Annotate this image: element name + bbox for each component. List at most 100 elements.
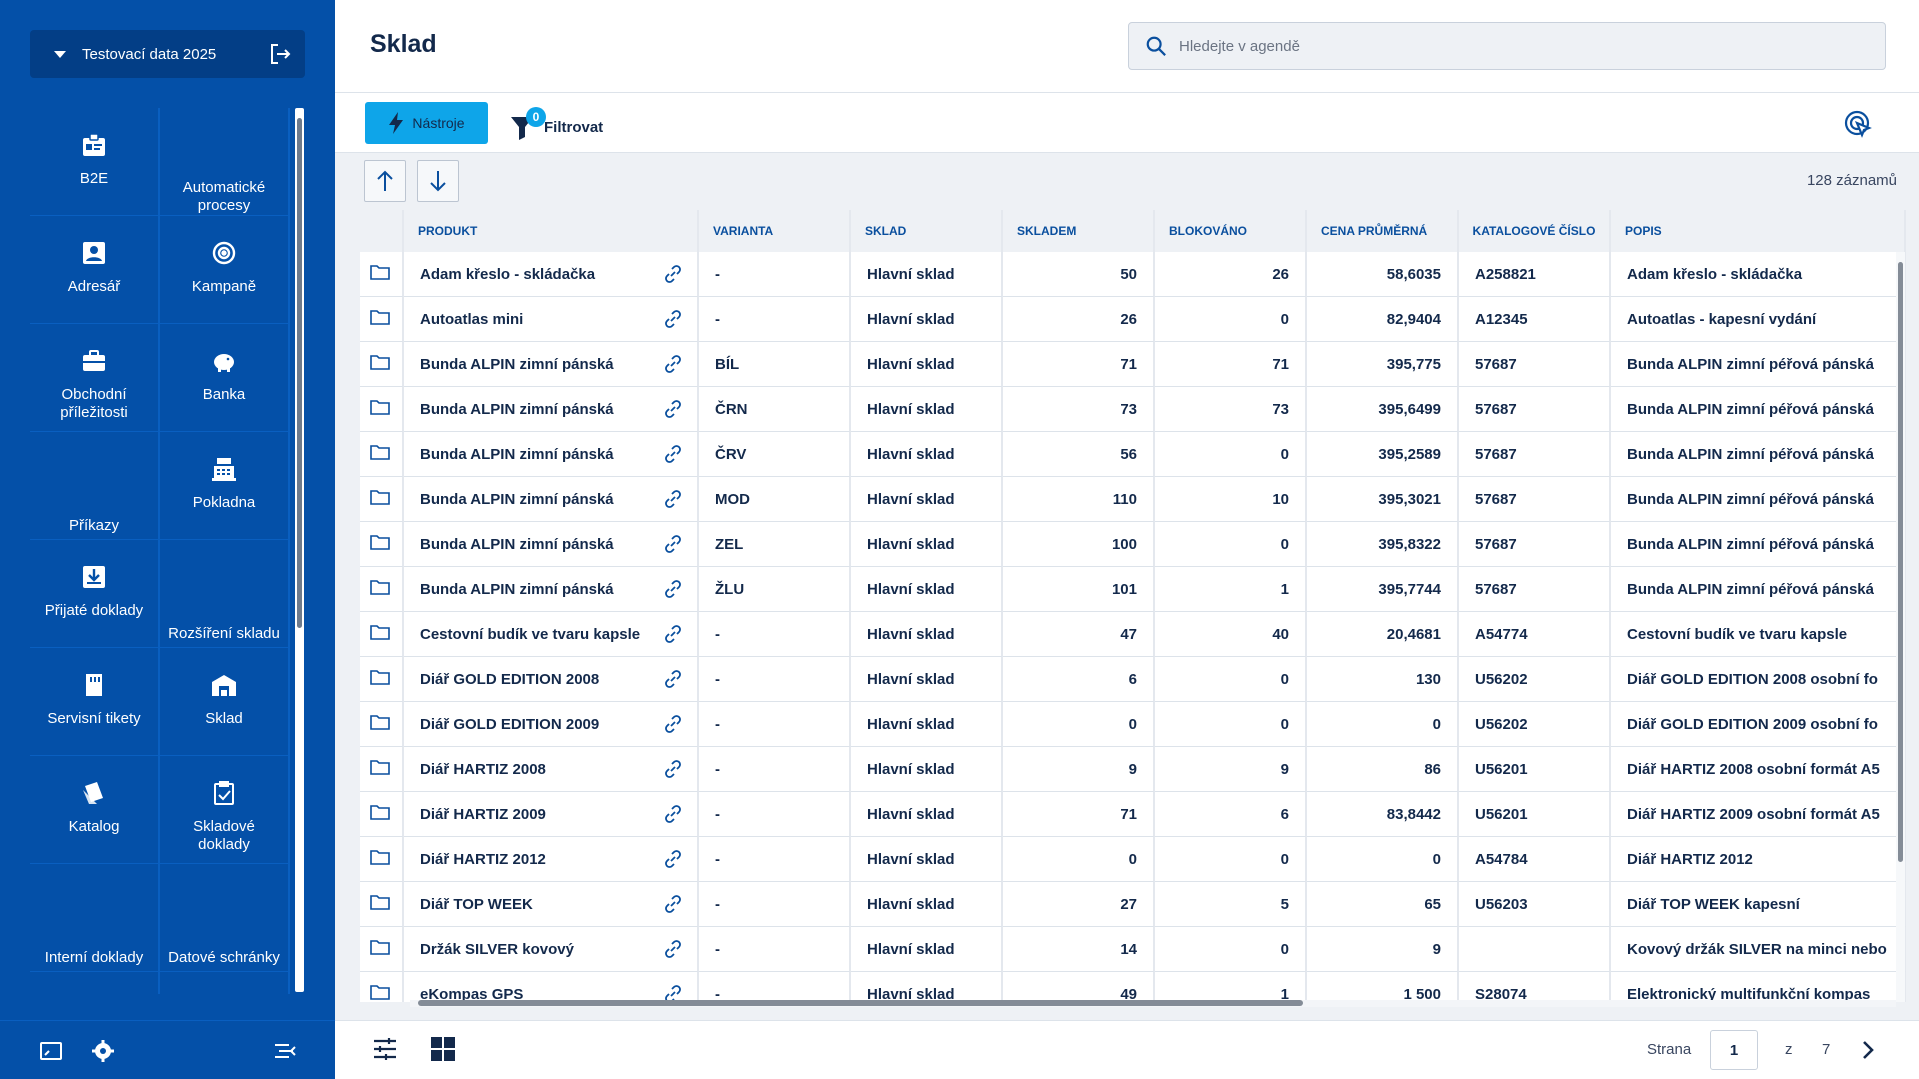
- row-folder-cell[interactable]: [360, 477, 404, 522]
- row-folder-cell[interactable]: [360, 387, 404, 432]
- sidebar-tile[interactable]: Přijaté doklady: [30, 540, 158, 647]
- tools-button[interactable]: Nástroje: [365, 102, 488, 144]
- table-row[interactable]: Autoatlas mini - Hlavní sklad 26 0 82,9404 A12…: [360, 297, 1906, 342]
- sidebar-tile[interactable]: Datové schránky: [160, 864, 288, 971]
- sidebar-tile[interactable]: Adresář: [30, 216, 158, 323]
- sidebar-tile[interactable]: B2E: [30, 108, 158, 215]
- sidebar-tile[interactable]: Sklad: [160, 648, 288, 755]
- link-icon[interactable]: [663, 534, 683, 554]
- link-icon[interactable]: [663, 264, 683, 284]
- link-icon[interactable]: [663, 894, 683, 914]
- table-row[interactable]: Diář HARTIZ 2008- Hlavní sklad 9 9 86 U56201 D…: [360, 747, 1906, 792]
- row-folder-cell[interactable]: [360, 702, 404, 747]
- collapse-menu-icon[interactable]: [272, 1039, 298, 1063]
- sidebar-tile[interactable]: Rozšíření skladu: [160, 540, 288, 647]
- cell-skladem: 47: [1003, 612, 1155, 657]
- link-icon[interactable]: [663, 804, 683, 824]
- row-folder-cell[interactable]: [360, 882, 404, 927]
- organization-selector[interactable]: Testovací data 2025: [30, 30, 305, 78]
- column-header-varianta[interactable]: VARIANTA: [699, 210, 851, 252]
- table-row[interactable]: Diář HARTIZ 2009 - Hlavní sklad 71 6 83,8442 U…: [360, 792, 1906, 837]
- sidebar-tile[interactable]: Kampaně: [160, 216, 288, 323]
- filter-button[interactable]: 0 Filtrovat: [510, 100, 603, 146]
- chevron-right-icon[interactable]: [1858, 1038, 1880, 1062]
- column-header-cena-prumerna[interactable]: CENA PRŮMĚRNÁ: [1307, 210, 1459, 252]
- sidebar-scrollbar-thumb[interactable]: [297, 118, 302, 628]
- row-folder-cell[interactable]: [360, 252, 404, 297]
- link-icon[interactable]: [663, 489, 683, 509]
- row-folder-cell[interactable]: [360, 657, 404, 702]
- column-header-blokovano[interactable]: BLOKOVÁNO: [1155, 210, 1307, 252]
- sidebar-tile[interactable]: Obchodní příležitosti: [30, 324, 158, 431]
- link-icon[interactable]: [663, 309, 683, 329]
- row-folder-cell[interactable]: [360, 972, 404, 1002]
- link-icon[interactable]: [663, 354, 683, 374]
- row-folder-cell[interactable]: [360, 432, 404, 477]
- sidebar-tile[interactable]: Skladové doklady: [160, 756, 288, 863]
- row-folder-cell[interactable]: [360, 837, 404, 882]
- grid-view-icon[interactable]: [430, 1036, 458, 1064]
- window-icon[interactable]: [38, 1039, 64, 1063]
- table-row[interactable]: eKompas GPS - Hlavní sklad 49 1 1 500 S28074 El…: [360, 972, 1906, 1002]
- search-box[interactable]: [1128, 22, 1886, 70]
- column-header-produkt[interactable]: PRODUKT: [404, 210, 699, 252]
- table-row[interactable]: Diář GOLD EDITION 2009- Hlavní sklad 0 0 0 U5…: [360, 702, 1906, 747]
- search-input[interactable]: [1179, 37, 1885, 55]
- sort-ascending-button[interactable]: [364, 160, 406, 202]
- table-row[interactable]: Bunda ALPIN zimní pánská BÍL Hlavní sklad 7…: [360, 342, 1906, 387]
- row-folder-cell[interactable]: [360, 747, 404, 792]
- table-horizontal-scrollbar-thumb[interactable]: [418, 1000, 1303, 1006]
- page-number-input[interactable]: 1: [1710, 1030, 1758, 1070]
- table-vertical-scrollbar-thumb[interactable]: [1898, 262, 1903, 862]
- sidebar-tile[interactable]: Pokladna: [160, 432, 288, 539]
- column-header-skladem[interactable]: SKLADEM: [1003, 210, 1155, 252]
- column-header-sklad[interactable]: SKLAD: [851, 210, 1003, 252]
- table-row[interactable]: Bunda ALPIN zimní pánská MOD Hlavní sklad 1…: [360, 477, 1906, 522]
- table-row[interactable]: Diář HARTIZ 2012- Hlavní sklad 0 0 0 A54784 Di…: [360, 837, 1906, 882]
- sort-descending-button[interactable]: [417, 160, 459, 202]
- link-icon[interactable]: [663, 714, 683, 734]
- sidebar-tile[interactable]: Příkazy: [30, 432, 158, 539]
- sidebar-tile[interactable]: Katalog: [30, 756, 158, 863]
- link-icon[interactable]: [663, 669, 683, 689]
- link-icon[interactable]: [663, 849, 683, 869]
- row-folder-cell[interactable]: [360, 522, 404, 567]
- link-icon[interactable]: [663, 624, 683, 644]
- sidebar-tile[interactable]: Interní doklady: [30, 864, 158, 971]
- link-icon[interactable]: [663, 444, 683, 464]
- sidebar-tile[interactable]: Banka: [160, 324, 288, 431]
- cursor-click-icon[interactable]: [1843, 109, 1873, 139]
- link-icon[interactable]: [663, 399, 683, 419]
- table-vertical-scrollbar[interactable]: [1896, 252, 1905, 1002]
- table-row[interactable]: Bunda ALPIN zimní pánská ČRN Hlavní sklad 7…: [360, 387, 1906, 432]
- sidebar-tile[interactable]: Automatické procesy: [160, 108, 288, 215]
- table-row[interactable]: Bunda ALPIN zimní pánská ZEL Hlavní sklad 1…: [360, 522, 1906, 567]
- row-folder-cell[interactable]: [360, 792, 404, 837]
- link-icon[interactable]: [663, 939, 683, 959]
- row-folder-cell[interactable]: [360, 567, 404, 612]
- gear-icon[interactable]: [90, 1039, 116, 1063]
- table-row[interactable]: Držák SILVER kovový - Hlavní sklad 14 0 9 Kovo…: [360, 927, 1906, 972]
- column-header-katalogove-cislo[interactable]: KATALOGOVÉ ČÍSLO: [1459, 210, 1611, 252]
- sidebar-tile[interactable]: Servisní tikety: [30, 648, 158, 755]
- sidebar-scrollbar[interactable]: [295, 108, 304, 992]
- sliders-icon[interactable]: [372, 1036, 400, 1064]
- table-row[interactable]: Adam křeslo - skládačka - Hlavní sklad 50 26…: [360, 252, 1906, 297]
- table-row[interactable]: Cestovní budík ve tvaru kapsle - Hlavní sk…: [360, 612, 1906, 657]
- table-row[interactable]: Diář GOLD EDITION 2008 - Hlavní sklad 6 0 130…: [360, 657, 1906, 702]
- row-folder-cell[interactable]: [360, 612, 404, 657]
- sidebar-tile[interactable]: [30, 972, 158, 994]
- row-folder-cell[interactable]: [360, 927, 404, 972]
- table-row[interactable]: Bunda ALPIN zimní pánská ŽLU Hlavní sklad 1…: [360, 567, 1906, 612]
- table-row[interactable]: Diář TOP WEEK - Hlavní sklad 27 5 65 U56203 Diá…: [360, 882, 1906, 927]
- link-icon[interactable]: [663, 579, 683, 599]
- sidebar-tile[interactable]: [160, 972, 288, 994]
- column-header-popis[interactable]: POPIS: [1611, 210, 1906, 252]
- table-row[interactable]: Bunda ALPIN zimní pánská ČRV Hlavní sklad 5…: [360, 432, 1906, 477]
- table-horizontal-scrollbar[interactable]: [410, 1000, 1896, 1007]
- row-folder-cell[interactable]: [360, 342, 404, 387]
- cell-varianta: -: [699, 927, 851, 972]
- row-folder-cell[interactable]: [360, 297, 404, 342]
- logout-icon[interactable]: [267, 41, 293, 67]
- link-icon[interactable]: [663, 759, 683, 779]
